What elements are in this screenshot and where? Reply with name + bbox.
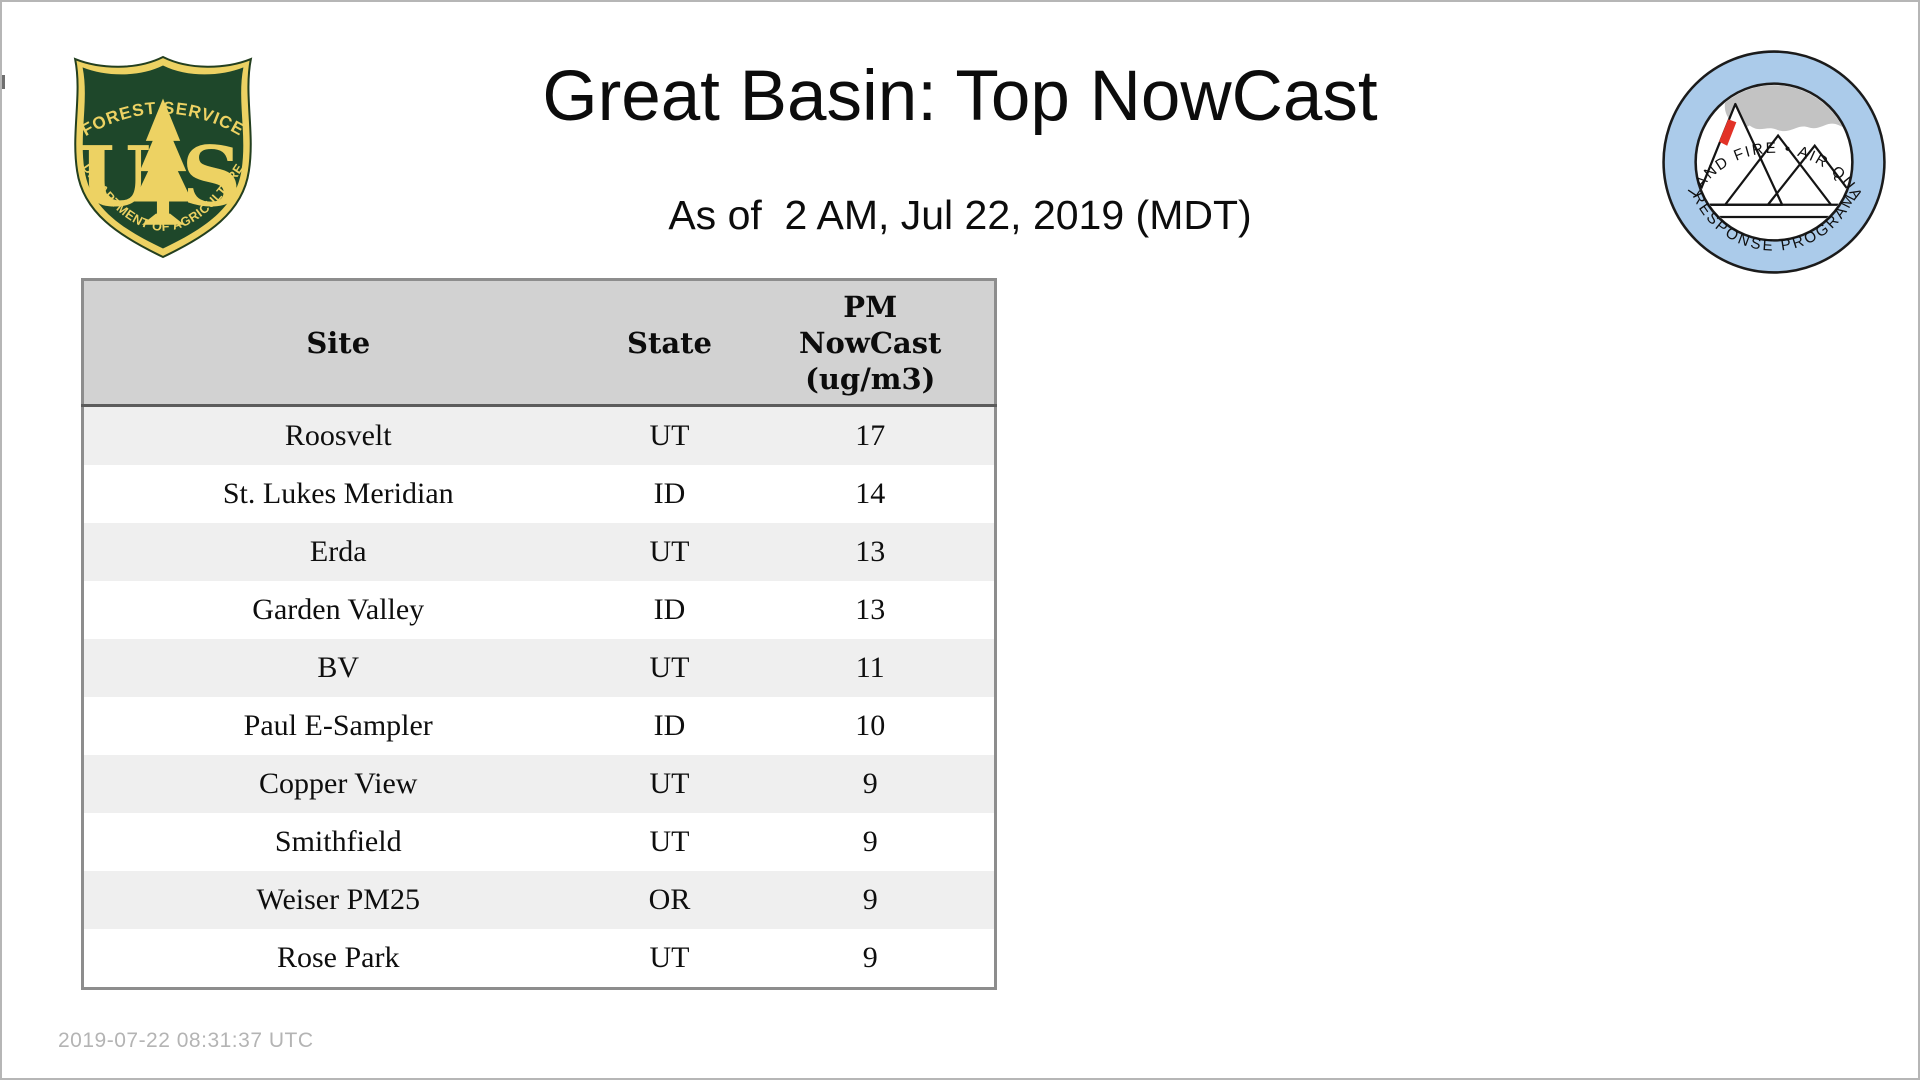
site-cell: St. Lukes Meridian (222, 477, 454, 510)
value-cell: 17 (855, 419, 886, 452)
nowcast-table: Site State PM NowCast (ug/m3) Roosvelt U… (81, 278, 997, 990)
pm-header-line2: NowCast (799, 325, 942, 360)
column-header-state: State (592, 279, 747, 407)
site-cell: Smithfield (274, 825, 402, 858)
value-cell: 13 (855, 535, 886, 568)
header-row: Site State PM NowCast (ug/m3) (82, 279, 996, 407)
pine-tree-icon (133, 98, 193, 225)
fire-mark-icon (1719, 119, 1737, 146)
pm-header-line1: PM (843, 289, 898, 324)
table-row: Roosvelt UT 17 (82, 405, 996, 465)
site-cell: Roosvelt (284, 419, 392, 452)
pm-header-line3: (ug/m3) (805, 361, 936, 396)
table-row: St. Lukes Meridian ID 14 (82, 465, 996, 523)
site-cell: Weiser PM25 (256, 883, 420, 916)
state-cell: OR (648, 883, 691, 916)
table-row: Rose Park UT 9 (82, 929, 996, 989)
usfs-letter-u: U (78, 128, 150, 226)
mountain-middle-icon (1724, 133, 1832, 206)
page-subtitle: As of 2 AM, Jul 22, 2019 (MDT) (668, 192, 1252, 238)
table-row: Garden Valley ID 13 (82, 581, 996, 639)
value-cell: 9 (862, 941, 878, 974)
table-row: Copper View UT 9 (82, 755, 996, 813)
wfaqrp-logo: WILDLAND FIRE • AIR QUALITY RESPONSE PRO… (1660, 48, 1886, 274)
table-row: Paul E-Sampler ID 10 (82, 697, 996, 755)
mountain-right-icon (1767, 143, 1851, 206)
generated-timestamp: 2019-07-22 08:31:37 UTC (58, 1029, 314, 1052)
left-edge-artifact (2, 75, 5, 89)
site-cell: Garden Valley (252, 593, 425, 626)
table-row: Smithfield UT 9 (82, 813, 996, 871)
state-cell: UT (649, 419, 690, 452)
table-row: BV UT 11 (82, 639, 996, 697)
state-cell: ID (653, 477, 686, 510)
site-cell: Paul E-Sampler (243, 709, 433, 742)
value-cell: 9 (862, 767, 878, 800)
usfs-letter-s: S (182, 128, 242, 226)
state-cell: UT (649, 651, 690, 684)
site-cell: BV (317, 651, 360, 684)
state-cell: UT (649, 535, 690, 568)
site-cell: Rose Park (277, 941, 400, 974)
state-cell: ID (653, 593, 686, 626)
column-header-site: Site (82, 279, 593, 407)
page-title: Great Basin: Top NowCast (542, 57, 1378, 136)
state-cell: UT (649, 825, 690, 858)
state-cell: UT (649, 941, 690, 974)
site-cell: Erda (309, 535, 367, 568)
site-cell: Copper View (259, 767, 418, 800)
column-header-pm-nowcast: PM NowCast (ug/m3) (746, 279, 996, 407)
value-cell: 11 (855, 651, 885, 684)
value-cell: 9 (862, 825, 878, 858)
table-row: Weiser PM25 OR 9 (82, 871, 996, 929)
state-cell: ID (653, 709, 686, 742)
value-cell: 9 (862, 883, 878, 916)
table-row: Erda UT 13 (82, 523, 996, 581)
forest-service-logo: FOREST SERVICE DEPARTMENT OF AGRICULTURE… (73, 55, 253, 259)
value-cell: 10 (855, 709, 886, 742)
value-cell: 14 (855, 477, 886, 510)
state-cell: UT (649, 767, 690, 800)
value-cell: 13 (855, 593, 886, 626)
